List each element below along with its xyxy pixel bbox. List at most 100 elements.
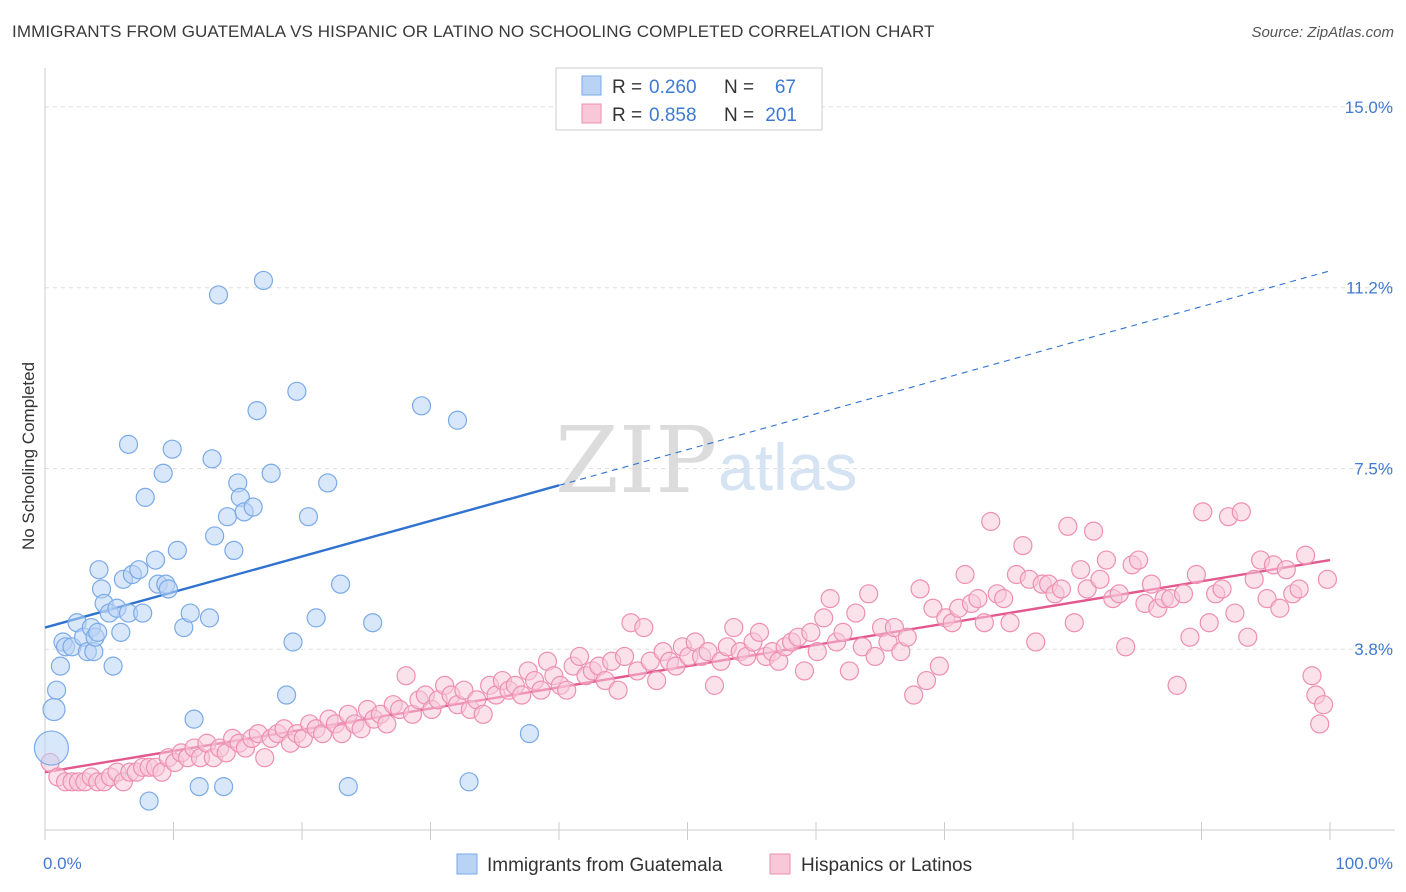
point-hispanic: [1238, 627, 1258, 647]
point-hispanic: [1064, 613, 1084, 633]
point-guatemala: [202, 449, 222, 469]
point-hispanic: [923, 598, 943, 618]
x-tick-label: 0.0%: [43, 854, 82, 873]
point-hispanic: [1310, 714, 1330, 734]
point-hispanic: [1077, 579, 1097, 599]
point-guatemala: [411, 396, 432, 416]
point-hispanic: [852, 637, 872, 657]
point-hispanic: [1317, 569, 1338, 589]
y-tick-label: 15.0%: [1345, 98, 1393, 117]
point-hispanic: [1295, 545, 1316, 565]
legend-n-value-1: 67: [775, 77, 796, 98]
point-hispanic: [807, 642, 827, 662]
legend-r-value-2: 0.858: [649, 105, 697, 126]
point-hispanic: [454, 680, 474, 700]
point-hispanic: [833, 622, 853, 642]
point-hispanic: [634, 617, 654, 638]
point-hispanic: [846, 603, 866, 623]
point-hispanic: [916, 670, 937, 691]
point-hispanic: [955, 564, 975, 585]
point-hispanic: [1083, 521, 1104, 541]
point-guatemala: [363, 613, 383, 633]
legend-swatch-hispanic: [581, 103, 602, 124]
point-hispanic: [839, 661, 860, 681]
point-hispanic: [981, 511, 1001, 532]
point-guatemala: [184, 709, 204, 729]
point-hispanic: [884, 617, 904, 638]
point-guatemala: [199, 608, 220, 628]
point-hispanic: [332, 723, 352, 744]
point-hispanic: [1313, 695, 1334, 715]
point-guatemala: [133, 603, 153, 623]
point-hispanic: [904, 685, 924, 705]
point-hispanic: [1199, 613, 1219, 633]
point-hispanic: [1289, 579, 1309, 599]
point-guatemala: [158, 579, 178, 599]
point-hispanic: [608, 680, 628, 700]
point-hispanic: [255, 748, 275, 768]
point-hispanic: [531, 680, 551, 700]
point-guatemala: [306, 608, 326, 628]
point-guatemala: [298, 507, 319, 527]
point-guatemala: [162, 439, 182, 459]
point-guatemala: [208, 285, 229, 305]
point-hispanic: [1212, 579, 1232, 599]
point-hispanic: [1071, 560, 1091, 580]
point-guatemala: [167, 540, 187, 561]
point-hispanic: [859, 584, 879, 604]
chart-title: IMMIGRANTS FROM GUATEMALA VS HISPANIC OR…: [12, 22, 935, 41]
point-guatemala: [447, 410, 468, 430]
point-hispanic: [1116, 637, 1136, 657]
point-hispanic: [512, 685, 532, 705]
point-hispanic: [1167, 675, 1187, 695]
point-guatemala: [135, 487, 155, 507]
point-hispanic: [351, 719, 371, 739]
point-guatemala: [180, 603, 200, 623]
legend-n-label-1: N =: [724, 77, 754, 98]
point-guatemala: [330, 574, 351, 594]
y-axis-label: No Schooling Completed: [19, 362, 38, 550]
point-hispanic: [1128, 550, 1149, 570]
point-hispanic: [749, 622, 770, 642]
point-guatemala: [46, 680, 67, 700]
point-hispanic: [557, 680, 577, 700]
point-guatemala: [118, 434, 139, 454]
trend-lines: [44, 270, 1331, 774]
point-hispanic: [820, 589, 840, 609]
point-guatemala: [519, 723, 540, 744]
point-guatemala: [287, 381, 307, 401]
point-guatemala: [243, 497, 263, 517]
bottom-legend-label-guatemala: Immigrants from Guatemala: [487, 855, 723, 876]
point-guatemala: [103, 656, 123, 676]
point-hispanic: [994, 589, 1014, 609]
point-hispanic: [1109, 584, 1129, 604]
point-guatemala: [33, 730, 70, 766]
trend-line-guatemala-extension: [558, 270, 1331, 486]
point-hispanic: [897, 627, 917, 647]
bottom-legend-label-hispanic: Hispanics or Latinos: [801, 855, 972, 876]
point-guatemala: [89, 560, 109, 580]
point-guatemala: [338, 777, 358, 797]
point-guatemala: [153, 463, 173, 483]
point-hispanic: [794, 661, 815, 681]
watermark-atlas: atlas: [718, 430, 857, 504]
point-hispanic: [666, 656, 686, 676]
point-hispanic: [1193, 502, 1213, 522]
point-guatemala: [88, 622, 108, 642]
point-hispanic: [396, 666, 416, 686]
y-tick-label: 11.2%: [1346, 279, 1393, 298]
point-guatemala: [189, 777, 209, 797]
point-guatemala: [111, 622, 131, 642]
legend-r-label-2: R =: [612, 105, 642, 126]
point-hispanic: [1000, 613, 1020, 633]
y-tick-label: 3.8%: [1354, 640, 1393, 659]
point-hispanic: [968, 589, 988, 609]
point-guatemala: [205, 526, 225, 546]
point-hispanic: [1096, 550, 1117, 570]
point-guatemala: [261, 463, 281, 483]
point-guatemala: [253, 270, 274, 291]
point-guatemala: [247, 401, 267, 421]
point-hispanic: [1270, 598, 1290, 618]
scatter-points: [33, 270, 1338, 811]
